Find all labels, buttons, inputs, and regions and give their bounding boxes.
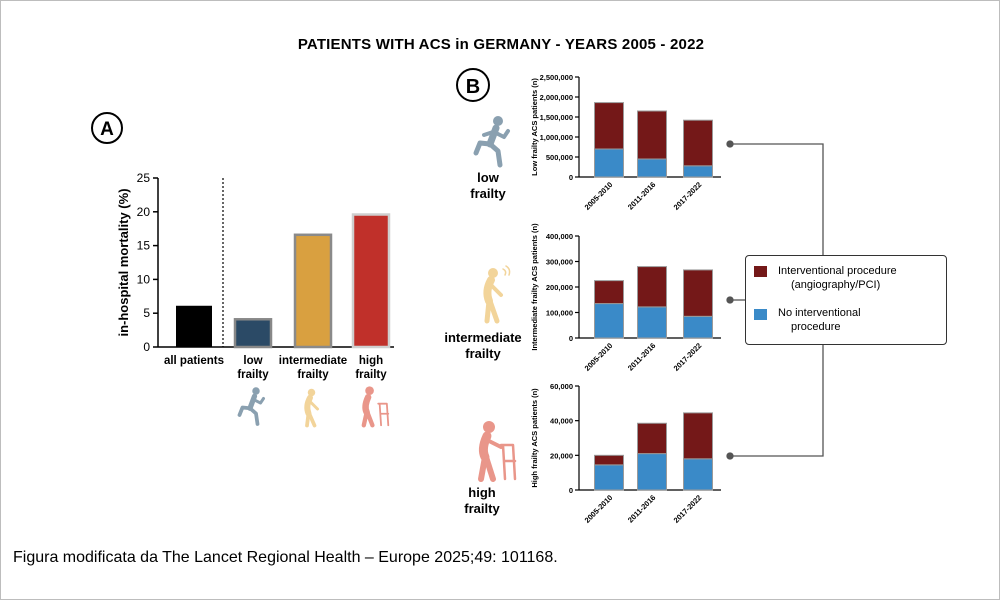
chart-a-bar [351, 213, 391, 349]
legend-label-no-interventional-line2: procedure [791, 321, 841, 333]
chart-b-bar-no-interventional [683, 165, 713, 178]
chart-b-y-axis-label: Low frailty ACS patients (n) [530, 78, 539, 176]
chart-b-y-tick-label: 60,000 [550, 382, 573, 391]
chart-b-bar-interventional [637, 266, 667, 308]
chart-b-intermediate: 0 100,000 200,000 300,000 400,000 Intermediat… [530, 223, 721, 373]
chart-b-bar-no-interventional [683, 315, 713, 339]
chart-a-y-tick-label: 5 [143, 306, 150, 320]
chart-a-x-tick-label: frailty [237, 369, 269, 381]
chart-b-y-tick-label: 40,000 [550, 417, 573, 426]
figure-title: PATIENTS WITH ACS in GERMANY - YEARS 200… [297, 36, 705, 53]
chart-b-y-tick-label: 300,000 [546, 258, 573, 267]
chart-b-y-tick-label: 400,000 [546, 232, 573, 241]
chart-b-x-tick-label: 2017-2022 [672, 180, 704, 212]
chart-a: 0 5 10 15 20 25 in-hospital mortality (%) all p… [116, 171, 394, 428]
chart-b-y-tick-label: 1,000,000 [540, 133, 573, 142]
chart-b-y-tick-label: 0 [569, 334, 573, 343]
legend-label-interventional-line2: (angiography/PCI) [791, 279, 881, 291]
panel-b-letter: B [466, 76, 480, 98]
chart-b-bar-interventional [683, 412, 713, 460]
legend-label-interventional-line1: Interventional procedure [778, 265, 897, 277]
chart-b-high: 0 20,000 40,000 60,000 High frailty ACS pati… [530, 382, 721, 525]
chart-b-y-tick-label: 500,000 [546, 153, 573, 162]
chart-b-bar-interventional [683, 269, 713, 317]
chart-b-bar-interventional [594, 454, 624, 466]
chart-a-y-tick-label: 25 [137, 171, 151, 185]
chart-b-x-tick-label: 2011-2016 [626, 180, 657, 211]
chart-a-x-tick-label: intermediate [279, 355, 347, 367]
chart-b-x-tick-label: 2011-2016 [626, 493, 657, 524]
chart-a-y-tick-label: 10 [137, 272, 151, 286]
chart-b-y-axis-label: High frailty ACS patients (n) [530, 388, 539, 488]
panel-b-label: B [456, 68, 490, 102]
chart-b-bar-interventional [637, 422, 667, 455]
chart-b-bar-interventional [683, 119, 713, 167]
low-frailty-runner-icon [473, 116, 510, 168]
panel-a-label: A [91, 112, 123, 144]
legend: Interventional procedure (angiography/PC… [745, 255, 947, 345]
chart-a-bar [233, 318, 273, 349]
chart-b-bar-interventional [637, 110, 667, 160]
chart-a-x-tick-label: all patients [164, 355, 224, 367]
chart-b-x-tick-label: 2017-2022 [672, 493, 704, 525]
low-frailty-small-runner-icon [237, 387, 265, 426]
low-frailty-label-line2: frailty [470, 186, 506, 201]
chart-b-bar-interventional [594, 102, 624, 150]
chart-b-y-tick-label: 1,500,000 [540, 113, 573, 122]
chart-b-low: 0 500,000 1,000,000 1,500,000 2,000,000 2,500… [530, 73, 721, 212]
chart-b-y-tick-label: 0 [569, 486, 573, 495]
chart-b-y-tick-label: 0 [569, 173, 573, 182]
intermediate-frailty-small-elderly-icon [304, 388, 319, 428]
high-frailty-label-line2: frailty [464, 501, 500, 516]
chart-a-icons [237, 386, 390, 428]
chart-a-y-tick-label: 15 [137, 239, 151, 253]
chart-b-bar-no-interventional [594, 148, 624, 178]
legend-swatch-no-interventional [754, 309, 767, 320]
chart-a-y-axis-label: in-hospital mortality (%) [116, 188, 131, 336]
chart-a-bar [176, 305, 212, 347]
chart-a-x-tick-label: frailty [355, 369, 387, 381]
chart-b-y-tick-label: 20,000 [550, 451, 573, 460]
chart-b-bar-no-interventional [594, 464, 624, 491]
chart-a-x-tick-label: frailty [297, 369, 329, 381]
panel-a-letter: A [100, 119, 114, 140]
chart-b-bar-no-interventional [637, 306, 667, 339]
chart-b-y-tick-label: 100,000 [546, 309, 573, 318]
chart-b-y-axis-label: Intermediate frailty ACS patients (n) [530, 223, 539, 351]
chart-b-x-tick-label: 2011-2016 [626, 341, 657, 372]
figure-caption: Figura modificata da The Lancet Regional… [13, 549, 558, 566]
legend-connector [726, 140, 824, 460]
chart-a-x-tick-label: high [359, 355, 383, 367]
legend-label-no-interventional-line1: No interventional [778, 307, 861, 319]
chart-b-bar-interventional [594, 280, 624, 305]
chart-b-bar-no-interventional [637, 158, 667, 178]
high-frailty-walker-icon [478, 421, 517, 482]
chart-b-x-tick-label: 2005-2010 [583, 341, 615, 373]
high-frailty-label-line1: high [468, 485, 495, 500]
chart-b-bar-no-interventional [683, 458, 713, 491]
intermediate-frailty-label-line2: frailty [465, 346, 501, 361]
chart-b-y-tick-label: 2,500,000 [540, 73, 573, 82]
legend-swatch-interventional [754, 266, 767, 277]
intermediate-frailty-elderly-icon [483, 265, 511, 324]
intermediate-frailty-label-line1: intermediate [444, 330, 521, 345]
chart-a-bar [293, 233, 333, 349]
chart-b-x-tick-label: 2005-2010 [583, 493, 615, 525]
high-frailty-small-walker-icon [361, 386, 390, 428]
chart-a-y-tick-label: 0 [143, 340, 150, 354]
chart-b-x-tick-label: 2005-2010 [583, 180, 615, 212]
chart-b-bar-no-interventional [637, 453, 667, 491]
chart-a-x-tick-label: low [243, 355, 262, 367]
low-frailty-label-line1: low [477, 170, 500, 185]
chart-b-bar-no-interventional [594, 303, 624, 339]
chart-b-x-tick-label: 2017-2022 [672, 341, 704, 373]
chart-a-y-tick-label: 20 [137, 205, 151, 219]
chart-b-y-tick-label: 2,000,000 [540, 93, 573, 102]
chart-b-y-tick-label: 200,000 [546, 283, 573, 292]
